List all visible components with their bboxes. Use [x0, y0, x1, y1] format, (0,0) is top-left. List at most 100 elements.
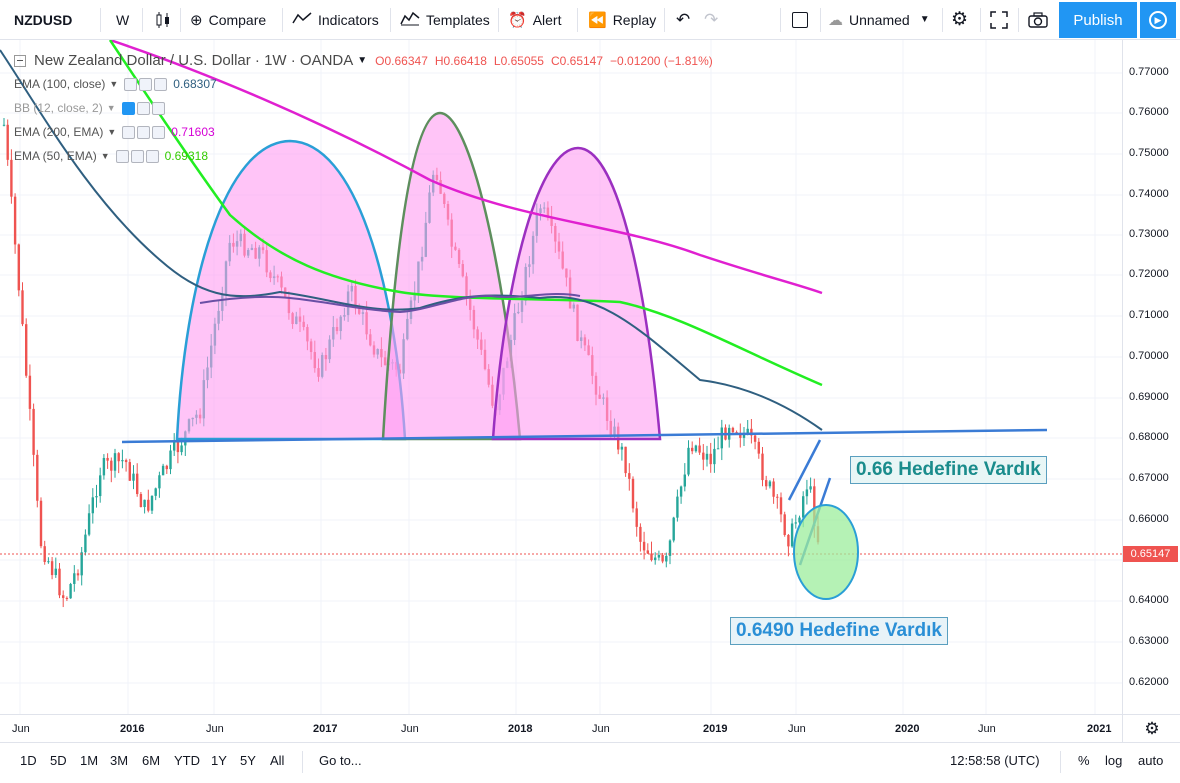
gear-icon[interactable]: [136, 101, 150, 115]
bollinger-mid-line: [199, 293, 581, 314]
layout-selector[interactable]: ☁ Unnamed ▼: [828, 0, 930, 39]
candle-body: [753, 435, 757, 442]
price-tick-label: 0.74000: [1129, 188, 1169, 200]
layout-name: Unnamed: [849, 11, 910, 28]
candle-body: [716, 448, 720, 450]
annotation-target-1[interactable]: 0.66 Hedefine Vardık: [850, 456, 1047, 484]
gear-icon[interactable]: [130, 149, 144, 163]
indicator-value: 0.71603: [171, 125, 215, 139]
templates-button[interactable]: Templates: [400, 0, 490, 39]
candle-body: [10, 159, 13, 197]
time-tick-label: Jun: [978, 723, 996, 735]
indicator-row-ema200[interactable]: EMA (200, EMA) ▼ 0.71603: [14, 125, 215, 139]
candle-body: [62, 595, 65, 598]
eye-icon[interactable]: [122, 125, 136, 139]
ohlc-high: H0.66418: [434, 53, 487, 68]
undo-icon[interactable]: ↶: [676, 9, 691, 29]
eye-icon[interactable]: [124, 77, 138, 91]
collapse-icon[interactable]: [14, 54, 26, 67]
eye-off-icon[interactable]: [121, 101, 135, 115]
percent-toggle[interactable]: %: [1078, 753, 1090, 768]
camera-icon[interactable]: [1028, 0, 1048, 39]
templates-label: Templates: [426, 11, 490, 28]
gear-icon[interactable]: ⚙: [951, 9, 969, 30]
close-icon[interactable]: [145, 149, 159, 163]
publish-button[interactable]: Publish: [1059, 2, 1137, 38]
candle-body: [47, 561, 50, 563]
range-button-1d[interactable]: 1D: [20, 753, 37, 768]
candle-body: [32, 408, 35, 455]
clock-display[interactable]: 12:58:58 (UTC): [950, 753, 1040, 768]
target-ellipse[interactable]: [793, 504, 859, 600]
interval-button[interactable]: W: [116, 11, 130, 28]
chevron-down-icon[interactable]: ▼: [109, 79, 119, 89]
range-button-ytd[interactable]: YTD: [174, 753, 200, 768]
candle-body: [84, 534, 87, 553]
price-axis[interactable]: 0.77000 0.76000 0.75000 0.74000 0.73000 0.720…: [1122, 40, 1180, 714]
time-tick-label: 2021: [1087, 723, 1112, 735]
candle-body: [124, 460, 128, 463]
eye-icon[interactable]: [115, 149, 129, 163]
candle-style-icon[interactable]: [154, 0, 172, 39]
indicator-row-ema100[interactable]: EMA (100, close) ▼ 0.68307: [14, 77, 217, 91]
redo-icon[interactable]: ↷: [704, 9, 719, 29]
expand-icon[interactable]: [990, 0, 1008, 39]
play-button[interactable]: ▶: [1140, 2, 1176, 38]
chevron-down-icon[interactable]: ▼: [357, 55, 368, 66]
time-tick-label: 2017: [313, 723, 338, 735]
candle-body: [776, 496, 779, 498]
range-button-1y[interactable]: 1Y: [211, 753, 227, 768]
range-button-6m[interactable]: 6M: [142, 753, 161, 768]
price-tick-label: 0.76000: [1129, 106, 1169, 118]
dome-drawing-2[interactable]: [381, 111, 522, 441]
candle-body: [102, 457, 106, 476]
candle-body: [2, 124, 6, 126]
candle-body: [95, 496, 98, 498]
candle-body: [668, 540, 672, 556]
candle-body: [654, 557, 657, 561]
chevron-down-icon[interactable]: ▼: [100, 151, 110, 161]
indicators-button[interactable]: Indicators: [292, 0, 379, 39]
symbol-search[interactable]: NZDUSD: [14, 11, 73, 28]
range-button-5y[interactable]: 5Y: [240, 753, 256, 768]
chevron-down-icon[interactable]: ▼: [106, 103, 116, 113]
gear-icon[interactable]: [137, 125, 151, 139]
candle-body: [80, 552, 83, 576]
candle-body: [750, 428, 753, 436]
dome-drawing-1[interactable]: [175, 139, 407, 441]
candle-body: [6, 124, 9, 160]
compare-button[interactable]: ⊕ Compare: [190, 0, 266, 39]
alert-button[interactable]: ⏰ Alert: [508, 0, 561, 39]
candle-body: [69, 583, 72, 599]
candle-body: [665, 555, 668, 562]
fullscreen-layout-icon[interactable]: [792, 0, 808, 39]
replay-button[interactable]: ⏪ Replay: [588, 0, 656, 39]
divider: [282, 8, 283, 32]
candle-body: [657, 554, 661, 558]
candle-body: [798, 517, 801, 523]
dome-drawing-3[interactable]: [491, 146, 662, 441]
indicators-label: Indicators: [318, 11, 379, 28]
range-button-1m[interactable]: 1M: [80, 753, 99, 768]
range-button-all[interactable]: All: [270, 753, 285, 768]
goto-button[interactable]: Go to...: [319, 753, 362, 768]
range-button-3m[interactable]: 3M: [110, 753, 129, 768]
flag-upper-line[interactable]: [787, 439, 822, 501]
log-toggle[interactable]: log: [1105, 753, 1123, 768]
annotation-target-2[interactable]: 0.6490 Hedefine Vardık: [730, 617, 948, 645]
close-icon[interactable]: [154, 77, 168, 91]
indicator-row-bb[interactable]: BB (12, close, 2) ▼: [14, 101, 167, 115]
settings-gear-icon[interactable]: ⚙: [1122, 715, 1180, 742]
close-icon[interactable]: [152, 125, 166, 139]
candle-body: [698, 445, 701, 453]
time-axis[interactable]: ⚙ Jun 2016 Jun 2017 Jun 2018 Jun 2019 Jun 2020 Jun…: [0, 714, 1180, 742]
chart-canvas[interactable]: New Zealand Dollar / U.S. Dollar · 1W · …: [0, 40, 1122, 714]
neckline-trendline[interactable]: [121, 428, 1048, 444]
range-button-5d[interactable]: 5D: [50, 753, 67, 768]
candle-body: [620, 446, 624, 450]
auto-toggle[interactable]: auto: [1138, 753, 1164, 768]
chevron-down-icon[interactable]: ▼: [107, 127, 117, 137]
gear-icon[interactable]: [139, 77, 153, 91]
close-icon[interactable]: [151, 101, 165, 115]
indicator-row-ema50[interactable]: EMA (50, EMA) ▼ 0.69318: [14, 149, 208, 163]
